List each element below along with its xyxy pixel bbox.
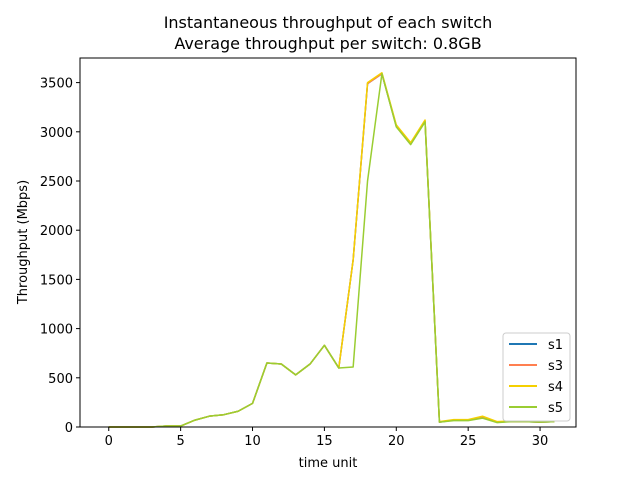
legend-box	[502, 332, 571, 422]
y-tick-label: 1500	[40, 273, 73, 288]
legend-label-s5: s5	[548, 401, 563, 416]
legend: s1 s3 s4 s5	[502, 332, 571, 422]
x-tick-label: 25	[460, 434, 477, 449]
chart-subtitle: Average throughput per switch: 0.8GB	[174, 34, 481, 53]
y-tick-label: 1000	[40, 323, 73, 338]
chart-title: Instantaneous throughput of each switch	[164, 13, 493, 32]
x-tick-label: 30	[532, 434, 549, 449]
series-lines	[108, 72, 555, 428]
x-tick-label: 5	[176, 434, 184, 449]
x-axis-label: time unit	[299, 456, 358, 471]
y-tick-label: 3500	[40, 77, 73, 92]
plot-area	[79, 57, 577, 428]
x-tick-label: 15	[316, 434, 333, 449]
x-tick-label: 20	[388, 434, 405, 449]
y-axis-label: Throughput (Mbps)	[16, 180, 31, 305]
axes-frame	[79, 57, 577, 428]
y-tick-label: 2500	[40, 175, 73, 190]
legend-label-s1: s1	[548, 338, 563, 353]
y-tick-label: 0	[65, 421, 73, 436]
y-tick-label: 3000	[40, 126, 73, 141]
y-axis-ticks: 0 500 1000 1500 2000 2500 3000 3500	[40, 77, 80, 436]
y-tick-label: 500	[48, 372, 73, 387]
x-tick-label: 10	[244, 434, 261, 449]
x-tick-label: 0	[105, 434, 113, 449]
series-line-s5	[108, 72, 555, 428]
legend-label-s3: s3	[548, 359, 563, 374]
y-tick-label: 2000	[40, 224, 73, 239]
x-axis-ticks: 0 5 10 15 20 25 30	[105, 427, 549, 449]
legend-label-s4: s4	[548, 380, 563, 395]
